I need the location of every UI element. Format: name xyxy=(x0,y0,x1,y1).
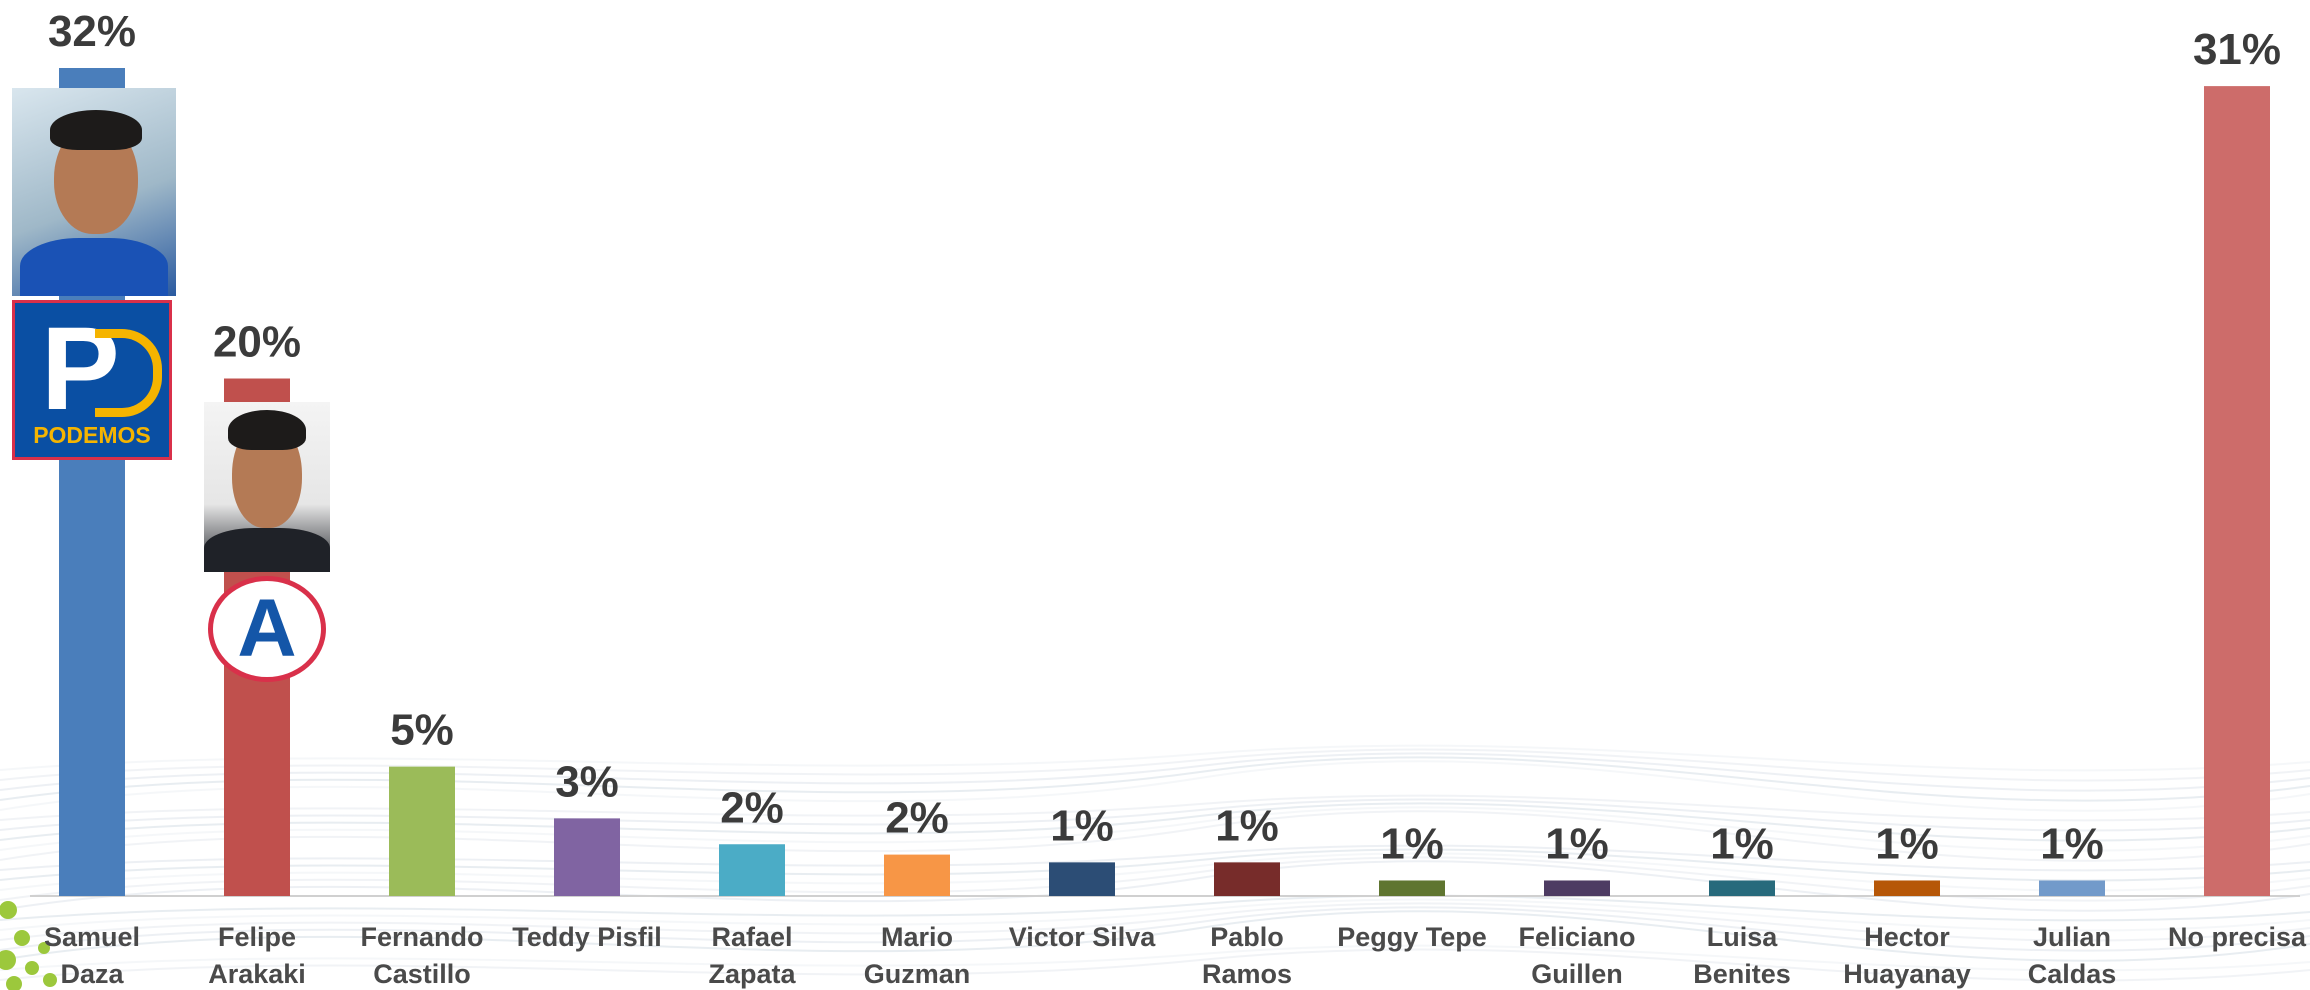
background-wave-line xyxy=(0,910,2310,962)
data-label: 31% xyxy=(2193,25,2281,74)
decorative-dot xyxy=(0,950,16,970)
data-label: 1% xyxy=(1710,819,1774,868)
category-label: No precisa xyxy=(2168,922,2307,952)
category-label: Huayanay xyxy=(1843,959,1971,989)
category-label: Samuel xyxy=(44,922,140,952)
bar xyxy=(1544,880,1610,896)
bar xyxy=(719,844,785,896)
background-wave-line xyxy=(0,810,2310,862)
accion-popular-logo: A xyxy=(208,576,326,682)
category-label: Rafael xyxy=(711,922,792,952)
background-wave-line xyxy=(0,902,2310,942)
data-label: 1% xyxy=(2040,819,2104,868)
category-label: Luisa xyxy=(1707,922,1779,952)
candidate-photo-daza xyxy=(12,88,176,296)
category-label: Mario xyxy=(881,922,953,952)
bar xyxy=(389,766,455,896)
data-label: 3% xyxy=(555,757,619,806)
category-label: Ramos xyxy=(1202,959,1292,989)
bar xyxy=(2039,880,2105,896)
bar xyxy=(1049,862,1115,896)
category-label: Pablo xyxy=(1210,922,1284,952)
decorative-dot xyxy=(14,930,30,946)
decorative-dot xyxy=(25,961,39,975)
category-label: Julian xyxy=(2033,922,2111,952)
data-label: 32% xyxy=(48,7,136,56)
category-label: Hector xyxy=(1864,922,1950,952)
category-label: Peggy Tepe xyxy=(1337,922,1487,952)
background-wave-line xyxy=(0,760,2310,812)
background-wave-line xyxy=(0,748,2310,782)
background-wave-line xyxy=(0,844,2310,872)
background-wave-line xyxy=(0,752,2310,792)
background-wave-line xyxy=(0,806,2310,852)
bar xyxy=(554,818,620,896)
background-wave-line xyxy=(0,860,2310,912)
background-wave-line xyxy=(0,744,2310,772)
category-label: Castillo xyxy=(373,959,471,989)
data-label: 1% xyxy=(1050,801,1114,850)
decorative-dot xyxy=(6,976,22,990)
category-label: Fernando xyxy=(360,922,483,952)
background-wave-line xyxy=(0,848,2310,882)
category-label: Teddy Pisfil xyxy=(512,922,662,952)
category-label: Guillen xyxy=(1531,959,1623,989)
background-wave-line xyxy=(0,798,2310,832)
background-wave-line xyxy=(0,802,2310,842)
bar xyxy=(2204,86,2270,897)
data-label: 1% xyxy=(1875,819,1939,868)
category-label: Daza xyxy=(60,959,124,989)
data-label: 1% xyxy=(1215,801,1279,850)
decorative-dot xyxy=(43,973,57,987)
bar xyxy=(1214,862,1280,896)
bar xyxy=(1709,880,1775,896)
decorative-dot xyxy=(0,901,17,919)
category-label: Benites xyxy=(1693,959,1791,989)
data-label: 1% xyxy=(1380,819,1444,868)
candidate-photo-arakaki xyxy=(204,402,330,572)
background-wave-line xyxy=(0,906,2310,952)
category-label: Felipe xyxy=(218,922,296,952)
data-label: 5% xyxy=(390,706,454,755)
bar xyxy=(884,854,950,896)
background-wave-line xyxy=(0,898,2310,932)
data-label: 2% xyxy=(885,794,949,843)
background-wave-line xyxy=(0,756,2310,802)
category-label: Arakaki xyxy=(208,959,306,989)
bar xyxy=(1874,880,1940,896)
background-wave-line xyxy=(0,894,2310,922)
category-label: Guzman xyxy=(864,959,971,989)
podemos-logo: P PODEMOS xyxy=(12,300,172,460)
data-label: 20% xyxy=(213,318,301,367)
category-label: Caldas xyxy=(2028,959,2117,989)
data-label: 2% xyxy=(720,783,784,832)
category-label: Victor Silva xyxy=(1009,922,1157,952)
category-label: Feliciano xyxy=(1518,922,1635,952)
background-wave-line xyxy=(0,794,2310,822)
background-wave-line xyxy=(0,948,2310,982)
decorative-dot xyxy=(38,942,50,954)
decorative-dots xyxy=(0,901,57,990)
data-label: 1% xyxy=(1545,819,1609,868)
background-wave-line xyxy=(0,944,2310,972)
category-label: Zapata xyxy=(708,959,796,989)
bar xyxy=(1379,880,1445,896)
